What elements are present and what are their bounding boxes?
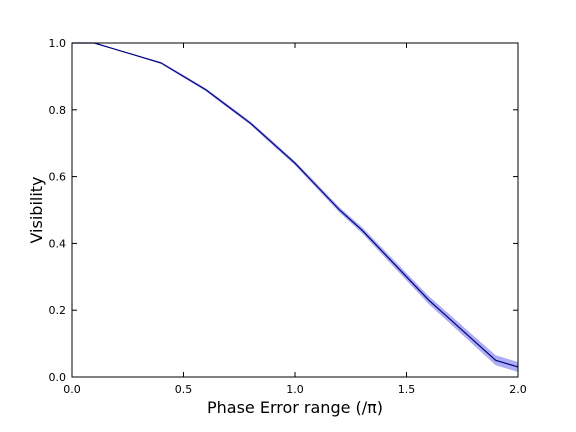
y-axis-label: Visibility bbox=[27, 176, 46, 243]
x-tick-label: 1.5 bbox=[398, 383, 416, 396]
x-axis-label: Phase Error range (/π) bbox=[207, 398, 383, 417]
x-tick-label: 1.0 bbox=[286, 383, 304, 396]
x-tick-label: 2.0 bbox=[509, 383, 527, 396]
plot-frame bbox=[71, 42, 519, 378]
y-tick-label: 0.6 bbox=[49, 171, 67, 184]
error-band bbox=[72, 43, 518, 372]
y-tick-label: 1.0 bbox=[49, 37, 67, 50]
x-tick-label: 0.0 bbox=[63, 383, 81, 396]
y-tick-label: 0.4 bbox=[49, 237, 67, 250]
y-tick-label: 0.2 bbox=[49, 304, 67, 317]
x-tick-label: 0.5 bbox=[175, 383, 193, 396]
y-tick-label: 0.0 bbox=[49, 371, 67, 384]
y-tick-label: 0.8 bbox=[49, 104, 67, 117]
line bbox=[72, 42, 519, 368]
